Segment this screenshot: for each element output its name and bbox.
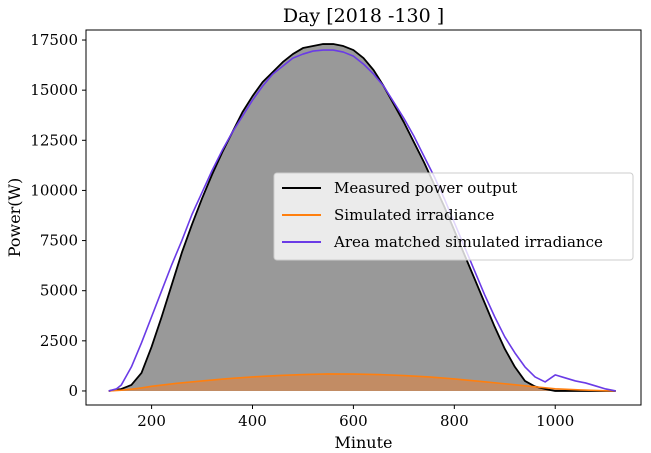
y-tick-label: 12500 (30, 131, 78, 149)
chart-title: Day [2018 -130 ] (283, 5, 444, 27)
series-line-0 (108, 43, 616, 392)
series-line-1 (108, 373, 616, 392)
x-tick-label: 400 (238, 412, 267, 430)
x-axis-label: Minute (334, 433, 392, 452)
legend-label-2: Area matched simulated irradiance (333, 233, 603, 251)
series-line-2 (108, 49, 616, 392)
y-tick-label: 5000 (40, 282, 78, 300)
y-tick-label: 10000 (30, 181, 78, 199)
x-tick-label: 800 (440, 412, 469, 430)
x-tick-label: 1000 (536, 412, 574, 430)
y-tick-label: 17500 (30, 31, 78, 49)
y-tick-label: 15000 (30, 81, 78, 99)
legend-label-0: Measured power output (334, 179, 517, 197)
y-axis-label: Power(W) (5, 178, 24, 258)
x-axis-ticks: 200 400 600 800 1000 (137, 405, 574, 430)
legend: Measured power output Simulated irradianc… (273, 172, 634, 261)
series-lines (108, 43, 616, 392)
y-tick-label: 7500 (40, 232, 78, 250)
y-tick-label: 0 (68, 382, 78, 400)
x-tick-label: 600 (339, 412, 368, 430)
y-tick-label: 2500 (40, 332, 78, 350)
legend-box (273, 172, 634, 261)
y-axis-ticks: 0 2500 5000 7500 10000 12500 15000 17500 (30, 31, 86, 400)
legend-label-1: Simulated irradiance (334, 206, 494, 224)
x-tick-label: 200 (137, 412, 166, 430)
plot-frame (85, 29, 642, 406)
